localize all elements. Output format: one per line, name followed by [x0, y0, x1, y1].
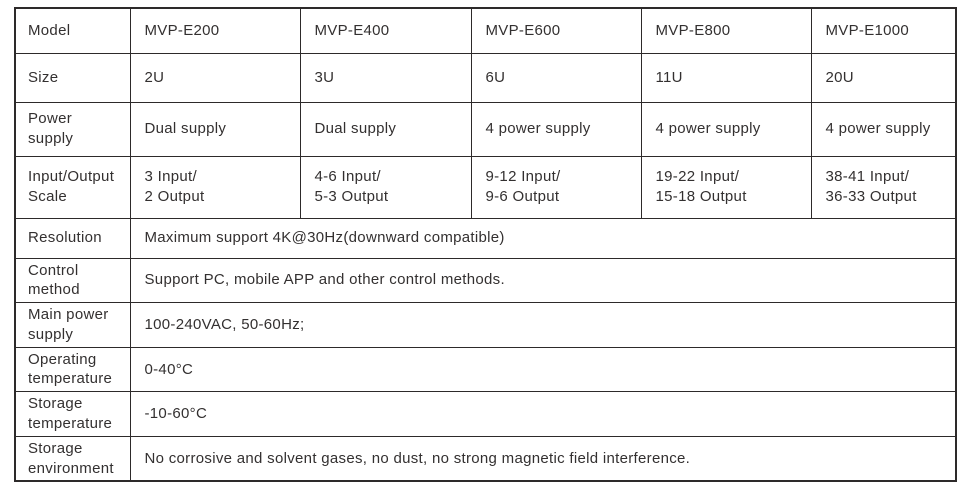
size-cell: 20U — [810, 52, 957, 103]
io-scale-cell: 19-22 Input/ 15-18 Output — [640, 155, 812, 219]
table-row-size: Size 2U 3U 6U 11U 20U — [14, 52, 957, 103]
table-row-io-scale: Input/Output Scale 3 Input/ 2 Output 4-6… — [14, 155, 957, 219]
model-cell: MVP-E800 — [640, 7, 812, 54]
table-row-main-power: Main power supply 100-240VAC, 50-60Hz; — [14, 302, 957, 348]
table-row-storage-environment: Storage environment No corrosive and sol… — [14, 435, 957, 482]
storage-temperature-cell: -10-60°C — [129, 391, 957, 437]
table-row-model: Model MVP-E200 MVP-E400 MVP-E600 MVP-E80… — [14, 7, 957, 54]
size-cell: 3U — [299, 52, 472, 103]
spec-table: Model MVP-E200 MVP-E400 MVP-E600 MVP-E80… — [14, 7, 957, 482]
power-supply-cell: 4 power supply — [470, 101, 642, 157]
resolution-cell: Maximum support 4K@30Hz(downward compati… — [129, 217, 957, 259]
io-scale-cell: 38-41 Input/ 36-33 Output — [810, 155, 957, 219]
power-supply-cell: Dual supply — [129, 101, 301, 157]
io-scale-cell: 3 Input/ 2 Output — [129, 155, 301, 219]
io-scale-cell: 4-6 Input/ 5-3 Output — [299, 155, 472, 219]
model-cell: MVP-E400 — [299, 7, 472, 54]
row-label-model: Model — [14, 7, 131, 54]
size-cell: 2U — [129, 52, 301, 103]
table-row-storage-temperature: Storage temperature -10-60°C — [14, 391, 957, 437]
io-scale-cell: 9-12 Input/ 9-6 Output — [470, 155, 642, 219]
row-label-control-method: Control method — [14, 257, 131, 304]
table-row-power-supply: Power supply Dual supply Dual supply 4 p… — [14, 101, 957, 157]
row-label-main-power: Main power supply — [14, 302, 131, 348]
row-label-storage-environment: Storage environment — [14, 435, 131, 482]
size-cell: 6U — [470, 52, 642, 103]
power-supply-cell: 4 power supply — [640, 101, 812, 157]
table-row-resolution: Resolution Maximum support 4K@30Hz(downw… — [14, 217, 957, 259]
spec-sheet-page: Model MVP-E200 MVP-E400 MVP-E600 MVP-E80… — [14, 7, 957, 482]
row-label-storage-temperature: Storage temperature — [14, 391, 131, 437]
size-cell: 11U — [640, 52, 812, 103]
model-cell: MVP-E1000 — [810, 7, 957, 54]
table-row-control-method: Control method Support PC, mobile APP an… — [14, 257, 957, 304]
model-cell: MVP-E200 — [129, 7, 301, 54]
table-row-operating-temperature: Operating temperature 0-40°C — [14, 346, 957, 393]
power-supply-cell: Dual supply — [299, 101, 472, 157]
power-supply-cell: 4 power supply — [810, 101, 957, 157]
row-label-io-scale: Input/Output Scale — [14, 155, 131, 219]
control-method-cell: Support PC, mobile APP and other control… — [129, 257, 957, 304]
main-power-cell: 100-240VAC, 50-60Hz; — [129, 302, 957, 348]
row-label-resolution: Resolution — [14, 217, 131, 259]
row-label-size: Size — [14, 52, 131, 103]
row-label-operating-temperature: Operating temperature — [14, 346, 131, 393]
storage-environment-cell: No corrosive and solvent gases, no dust,… — [129, 435, 957, 482]
row-label-power-supply: Power supply — [14, 101, 131, 157]
operating-temperature-cell: 0-40°C — [129, 346, 957, 393]
model-cell: MVP-E600 — [470, 7, 642, 54]
